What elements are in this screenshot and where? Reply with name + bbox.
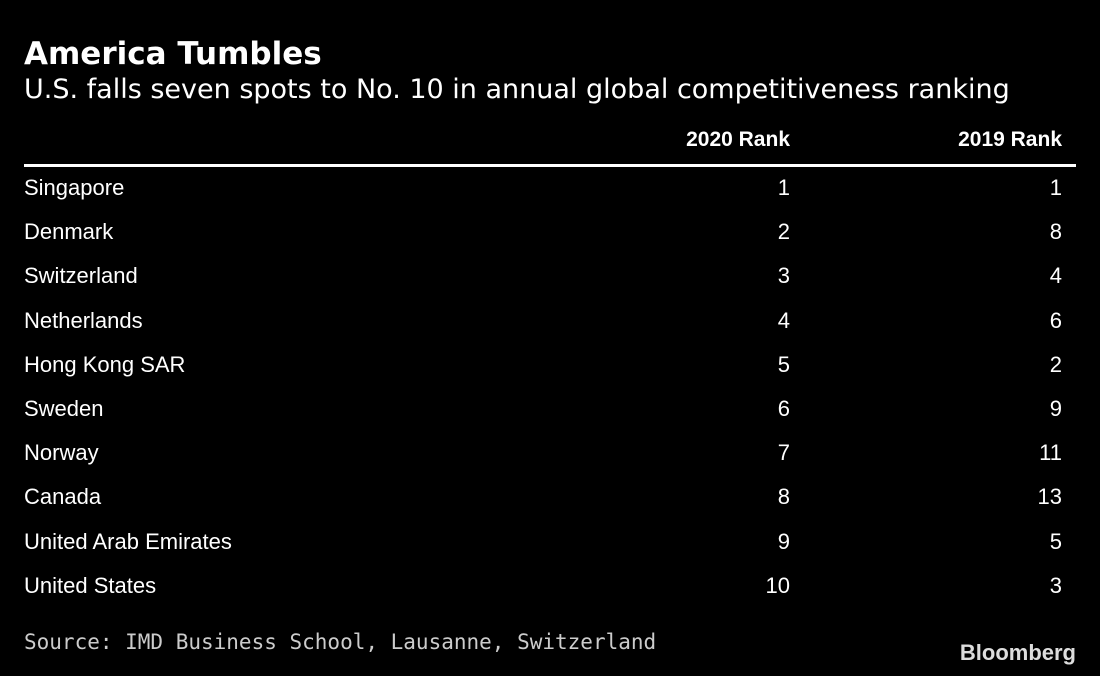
rank: 9 xyxy=(777,528,790,554)
rank: 1 xyxy=(1049,175,1062,200)
rank: 2 xyxy=(1049,351,1062,377)
country: Norway xyxy=(24,440,99,466)
rank: 7 xyxy=(777,440,790,466)
country: Denmark xyxy=(24,219,114,245)
rank: 9 xyxy=(1049,396,1062,421)
column-header: 2020 Rank xyxy=(686,128,790,151)
country: Netherlands xyxy=(24,307,143,333)
header-rule xyxy=(24,164,1076,167)
title: America Tumbles xyxy=(24,36,322,72)
country: Hong Kong SAR xyxy=(24,351,186,377)
rank: 6 xyxy=(1049,307,1062,333)
rank: 11 xyxy=(1039,440,1062,466)
country: Singapore xyxy=(24,175,125,200)
rank: 10 xyxy=(765,572,790,598)
subtitle: U.S. falls seven spots to No. 10 in annu… xyxy=(24,74,1010,105)
brand: Bloomberg xyxy=(959,640,1076,665)
rank: 5 xyxy=(777,351,790,377)
column-header: 2019 Rank xyxy=(958,128,1062,151)
country: Canada xyxy=(24,484,102,510)
rank: 4 xyxy=(777,307,790,333)
rank: 8 xyxy=(777,484,790,510)
country: United Arab Emirates xyxy=(24,528,232,554)
rank: 13 xyxy=(1037,484,1062,510)
rank: 2 xyxy=(777,219,790,245)
source: Source: IMD Business School, Lausanne, S… xyxy=(24,630,657,654)
country: Switzerland xyxy=(24,263,138,289)
country: Sweden xyxy=(24,396,104,421)
rank: 1 xyxy=(777,175,790,200)
rank: 4 xyxy=(1049,263,1062,289)
rank: 5 xyxy=(1049,528,1062,554)
rank: 8 xyxy=(1049,219,1062,245)
country: United States xyxy=(24,572,157,598)
rank: 3 xyxy=(777,263,790,289)
rank: 3 xyxy=(1049,572,1062,598)
rank: 6 xyxy=(777,396,790,421)
